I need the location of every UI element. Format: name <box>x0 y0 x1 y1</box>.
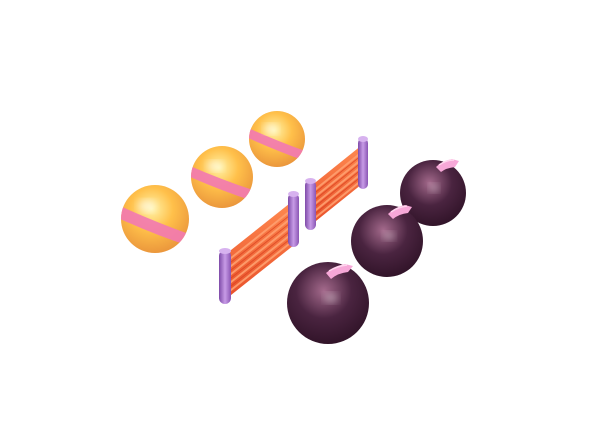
ball-1[interactable] <box>118 185 192 253</box>
fence-1[interactable] <box>219 191 299 304</box>
ball-2[interactable] <box>188 146 256 208</box>
ball-3[interactable] <box>246 111 308 167</box>
fence-post <box>288 193 299 247</box>
fence-post <box>358 138 368 189</box>
bomb-1[interactable] <box>287 262 369 344</box>
fence-2[interactable] <box>305 136 368 230</box>
fence-post <box>305 180 316 230</box>
fence-post <box>219 250 231 304</box>
bomb-2[interactable] <box>351 205 423 277</box>
